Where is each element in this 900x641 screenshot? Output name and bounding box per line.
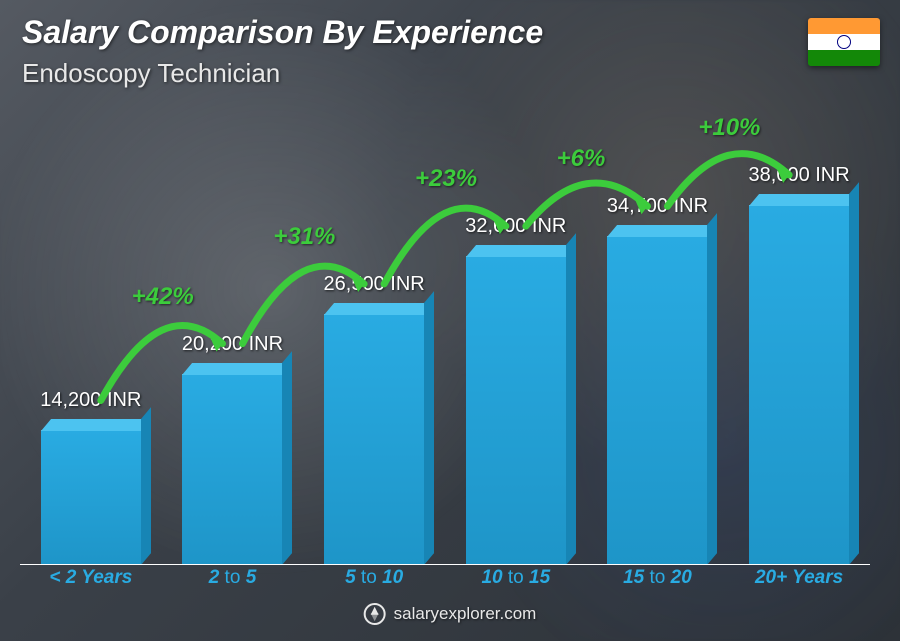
delta-label: +10% [698,114,760,142]
chart-title: Salary Comparison By Experience [22,14,543,51]
bar [41,430,141,565]
x-axis-label: < 2 Years [31,567,151,591]
flag-chakra-icon [837,35,851,49]
infographic-canvas: Salary Comparison By Experience Endoscop… [0,0,900,641]
flag-saffron-stripe [808,18,880,34]
bar-value-label: 38,000 INR [729,164,869,187]
compass-icon [364,603,386,625]
chart-subtitle: Endoscopy Technician [22,58,280,89]
x-axis-label: 5 to 10 [314,567,434,591]
bar [182,374,282,565]
bar-slot: 20,200 INR [172,374,292,565]
bar-value-label: 32,600 INR [446,215,586,238]
bar-value-label: 14,200 INR [21,389,161,412]
bar [749,205,849,565]
x-axis-label: 20+ Years [739,567,859,591]
x-axis-label: 10 to 15 [456,567,576,591]
x-axis-baseline [20,564,870,566]
x-axis-labels: < 2 Years 2 to 5 5 to 10 10 to 15 15 to 20 20… [20,567,870,591]
bar [607,236,707,565]
delta-label: +31% [273,223,335,251]
bar-slot: 14,200 INR [31,430,151,565]
footer-attribution: salaryexplorer.com [364,603,537,625]
bar-slot: 38,000 INR [739,205,859,565]
bar-chart: 14,200 INR20,200 INR26,500 INR32,600 INR… [20,111,870,591]
flag-white-stripe [808,34,880,50]
india-flag-icon [808,18,880,66]
x-axis-label: 2 to 5 [172,567,292,591]
bar-slot: 26,500 INR [314,314,434,565]
bar-value-label: 34,700 INR [587,195,727,218]
footer-text: salaryexplorer.com [394,604,537,624]
x-axis-label: 15 to 20 [597,567,717,591]
bar-value-label: 26,500 INR [304,273,444,296]
bar [466,256,566,565]
delta-label: +42% [132,283,194,311]
delta-label: +23% [415,165,477,193]
flag-green-stripe [808,50,880,66]
bar-value-label: 20,200 INR [162,333,302,356]
bar-slot: 32,600 INR [456,256,576,565]
delta-label: +6% [557,145,606,173]
bar [324,314,424,565]
bar-slot: 34,700 INR [597,236,717,565]
